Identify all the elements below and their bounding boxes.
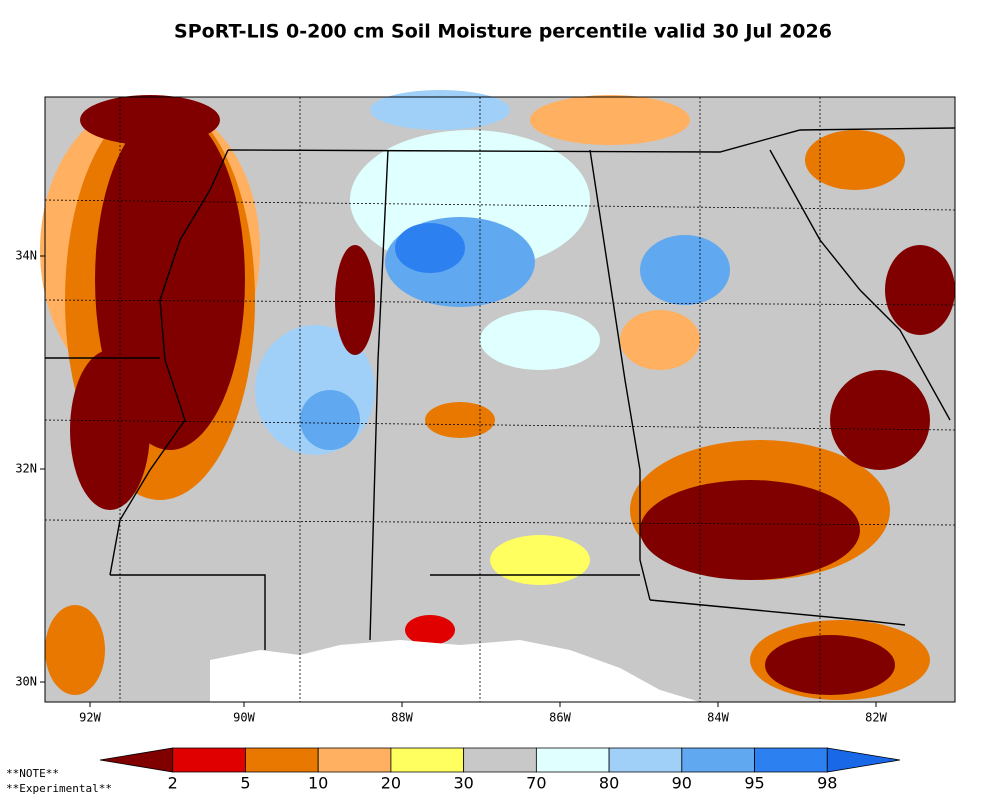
ticks: [40, 255, 877, 707]
dry-area: [765, 635, 895, 695]
wet-area: [480, 310, 600, 370]
color-swatch: [317, 747, 392, 773]
color-swatch: [245, 747, 319, 773]
lat-label: 30N: [15, 675, 37, 689]
colorbar-label: 95: [744, 774, 764, 793]
state-border: [769, 149, 951, 421]
dry-area: [425, 402, 495, 438]
colorbar-label: 20: [381, 774, 401, 793]
colorbar-label: 98: [817, 774, 837, 793]
colorbar-label: 10: [308, 774, 328, 793]
lon-label: 84W: [707, 711, 729, 725]
color-swatch: [172, 747, 246, 773]
color-swatch: [463, 747, 537, 773]
wet-area: [370, 90, 510, 130]
colorbar-label: 90: [672, 774, 692, 793]
lon-label: 86W: [549, 711, 571, 725]
dry-area: [620, 310, 700, 370]
dry-area: [805, 130, 905, 190]
dry-area: [70, 350, 150, 510]
title: SPoRT-LIS 0-200 cm Soil Moisture percent…: [174, 21, 832, 43]
color-swatch: [99, 747, 174, 773]
lon-label: 88W: [391, 711, 413, 725]
dry-area: [640, 480, 860, 580]
dry-area: [885, 245, 955, 335]
state-border: [227, 127, 956, 153]
colorbar-label: 5: [240, 774, 250, 793]
dry-area: [335, 245, 375, 355]
colorbar-label: 2: [168, 774, 178, 793]
dry-area: [405, 615, 455, 645]
dry-area: [530, 95, 690, 145]
wet-area: [395, 223, 465, 273]
map-frame: [44, 96, 956, 703]
color-swatch: [390, 747, 465, 773]
gulf-water: [210, 640, 700, 702]
color-swatch: [681, 747, 755, 773]
lat-label: 34N: [15, 249, 37, 263]
dry-area: [830, 370, 930, 470]
lon-label: 82W: [865, 711, 887, 725]
colorbar-label: 30: [453, 774, 473, 793]
wet-area: [300, 390, 360, 450]
dry-area: [45, 605, 105, 695]
lon-label: 90W: [233, 711, 255, 725]
dry-area: [80, 95, 220, 145]
colorbar-label: 80: [599, 774, 619, 793]
wet-area: [640, 235, 730, 305]
color-swatch: [608, 747, 683, 773]
state-border: [110, 574, 266, 650]
color-swatch: [826, 747, 901, 773]
color-swatch: [754, 747, 828, 773]
state-border: [369, 149, 389, 641]
colorbar-label: 70: [526, 774, 546, 793]
note: **NOTE**: [6, 767, 59, 780]
lat-label: 32N: [15, 462, 37, 476]
colorbar: 2 5 10 20 30 70 80 90 95 98: [99, 747, 901, 793]
state-border: [649, 599, 906, 626]
map: 34N 32N 30N 92W 90W 88W 86W 84W 82W: [15, 90, 956, 725]
river-border: [109, 149, 229, 576]
color-swatch: [535, 747, 610, 773]
dry-area: [490, 535, 590, 585]
note: **Experimental**: [6, 782, 112, 795]
lon-label: 92W: [79, 711, 101, 725]
